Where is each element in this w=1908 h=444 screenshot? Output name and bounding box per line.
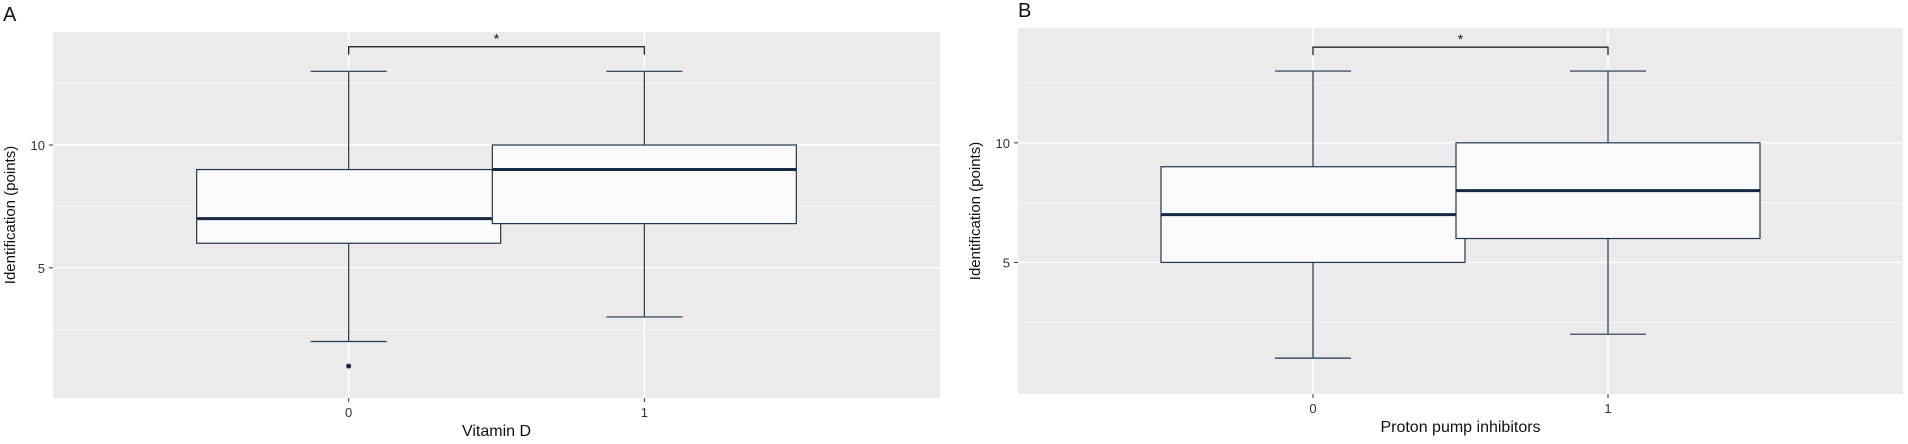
box-b-0: [1160, 70, 1466, 359]
x-tick-label-b: 0: [1309, 401, 1316, 416]
box-b-1: [1455, 70, 1761, 335]
significance-label-a: *: [494, 31, 500, 47]
y-tick-label-b: 10: [996, 136, 1010, 151]
panel-b: B 5 10 0 1 * Identification (points) Proton pu…: [967, 0, 1903, 436]
y-axis-label-b: Identification (points): [967, 142, 984, 280]
significance-label-b: *: [1458, 31, 1464, 47]
panel-label-a: A: [3, 4, 17, 26]
significance-bracket-a: [348, 46, 645, 55]
iqr-box: [491, 144, 797, 225]
x-tick-label-a: 1: [641, 405, 648, 420]
x-axis-label-b: Proton pump inhibitors: [1380, 419, 1540, 436]
box-a-0: [196, 70, 502, 369]
significance-bracket-b: [1312, 46, 1609, 56]
y-tick-label-a: 10: [31, 138, 45, 153]
y-tick-label-b: 5: [1003, 255, 1010, 270]
panel-a: A 5 10 0 1 * Identification (points) Vitamin D: [2, 4, 940, 440]
y-tick-label-a: 5: [38, 261, 45, 276]
y-axis-label-a: Identification (points): [2, 146, 19, 284]
iqr-box: [196, 168, 502, 244]
x-tick-label-a: 0: [345, 405, 352, 420]
x-tick-label-b: 1: [1604, 401, 1611, 416]
outlier-point: [346, 363, 352, 369]
box-a-1: [491, 70, 797, 318]
panel-label-b: B: [1018, 0, 1031, 22]
x-axis-label-a: Vitamin D: [462, 423, 531, 439]
